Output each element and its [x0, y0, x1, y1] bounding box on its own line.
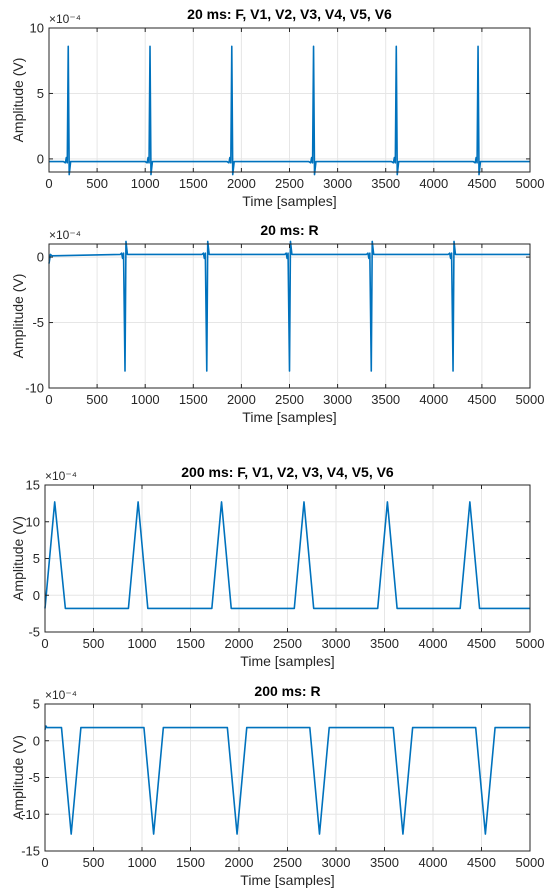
y-tick-label: -5 — [28, 625, 40, 640]
y-exponent-label: ×10⁻⁴ — [45, 469, 77, 483]
chart-3: 0 500 1000 1500 2000 2500 3000 3500 4000 4500 5000… — [10, 464, 544, 669]
x-tick-label: 500 — [83, 855, 105, 870]
x-tick-label: 1000 — [128, 855, 157, 870]
y-tick-label: 5 — [33, 551, 40, 566]
x-tick-label: 2500 — [275, 176, 304, 191]
x-tick-label: 2000 — [227, 392, 256, 407]
x-tick-label: 3500 — [371, 176, 400, 191]
x-tick-label: 0 — [45, 176, 52, 191]
x-tick-label: 4500 — [467, 176, 496, 191]
x-axis-label: Time [samples] — [240, 872, 334, 888]
x-tick-label: 5000 — [516, 636, 545, 651]
x-tick-label: 1000 — [131, 392, 160, 407]
x-axis-label: Time [samples] — [242, 193, 336, 209]
chart-1: 0 500 1000 1500 2000 2500 3000 3500 4000 4500 5000… — [10, 6, 544, 209]
x-tick-label: 1500 — [179, 176, 208, 191]
x-tick-label: 5000 — [516, 176, 545, 191]
x-tick-label: 0 — [41, 636, 48, 651]
chart-title: 20 ms: F, V1, V2, V3, V4, V5, V6 — [187, 6, 392, 22]
y-axis-label: Amplitude (V) — [10, 274, 26, 359]
y-tick-label: 15 — [26, 478, 40, 493]
x-tick-label: 500 — [86, 176, 108, 191]
y-tick-label: 0 — [37, 151, 44, 166]
x-tick-label: 2000 — [225, 636, 254, 651]
x-tick-label: 3000 — [323, 176, 352, 191]
y-exponent-label: ×10⁻⁴ — [49, 228, 81, 242]
series-line — [44, 725, 530, 835]
x-tick-label: 2500 — [273, 636, 302, 651]
x-tick-label: 1500 — [179, 392, 208, 407]
y-tick-label: -15 — [21, 844, 40, 859]
x-tick-label: 3500 — [370, 855, 399, 870]
x-tick-label: 5000 — [516, 392, 545, 407]
y-tick-label: 5 — [33, 697, 40, 712]
y-tick-label: 10 — [30, 21, 44, 36]
x-tick-label: 4000 — [419, 176, 448, 191]
x-tick-label: 2000 — [227, 176, 256, 191]
x-tick-label: 0 — [45, 392, 52, 407]
x-tick-label: 3000 — [323, 392, 352, 407]
x-tick-label: 4000 — [419, 636, 448, 651]
y-tick-label: -10 — [21, 807, 40, 822]
x-tick-label: 2500 — [275, 392, 304, 407]
y-tick-label: -5 — [28, 770, 40, 785]
x-tick-label: 500 — [83, 636, 105, 651]
chart-4: 0 500 1000 1500 2000 2500 3000 3500 4000 4500 5000… — [10, 683, 544, 888]
x-tick-label: 500 — [86, 392, 108, 407]
x-tick-label: 5000 — [516, 855, 545, 870]
x-tick-label: 3000 — [322, 636, 351, 651]
y-tick-label: -10 — [25, 381, 44, 396]
x-tick-label: 0 — [41, 855, 48, 870]
x-axis-label: Time [samples] — [240, 653, 334, 669]
x-tick-label: 1000 — [131, 176, 160, 191]
y-exponent-label: ×10⁻⁴ — [49, 12, 81, 26]
y-tick-label: 0 — [37, 250, 44, 265]
y-tick-label: 0 — [33, 588, 40, 603]
x-tick-label: 3500 — [371, 392, 400, 407]
y-axis-label: Amplitude (V) — [10, 58, 26, 143]
x-axis-label: Time [samples] — [242, 409, 336, 425]
x-tick-label: 4500 — [467, 636, 496, 651]
x-tick-label: 1500 — [176, 855, 205, 870]
y-axis-label: Amplitude (V) — [10, 735, 26, 820]
series-line — [48, 240, 530, 372]
y-exponent-label: ×10⁻⁴ — [45, 688, 77, 702]
x-tick-label: 1000 — [128, 636, 157, 651]
x-tick-label: 1500 — [176, 636, 205, 651]
chart-2: 0 500 1000 1500 2000 2500 3000 3500 4000 4500 5000… — [10, 222, 544, 425]
chart-title: 200 ms: F, V1, V2, V3, V4, V5, V6 — [181, 464, 394, 480]
y-axis-label: Amplitude (V) — [10, 516, 26, 601]
chart-title: 20 ms: R — [260, 222, 318, 238]
y-tick-label: 10 — [26, 514, 40, 529]
series-line — [44, 501, 530, 610]
x-tick-label: 4000 — [419, 855, 448, 870]
x-tick-label: 4000 — [419, 392, 448, 407]
chart-title: 200 ms: R — [254, 683, 320, 699]
y-tick-label: 0 — [33, 733, 40, 748]
y-tick-label: -5 — [32, 315, 44, 330]
x-tick-label: 4500 — [467, 855, 496, 870]
x-tick-label: 2000 — [225, 855, 254, 870]
y-tick-label: 5 — [37, 86, 44, 101]
x-tick-label: 3000 — [322, 855, 351, 870]
x-tick-label: 3500 — [370, 636, 399, 651]
x-tick-label: 4500 — [467, 392, 496, 407]
x-tick-label: 2500 — [273, 855, 302, 870]
series-line — [49, 45, 530, 176]
